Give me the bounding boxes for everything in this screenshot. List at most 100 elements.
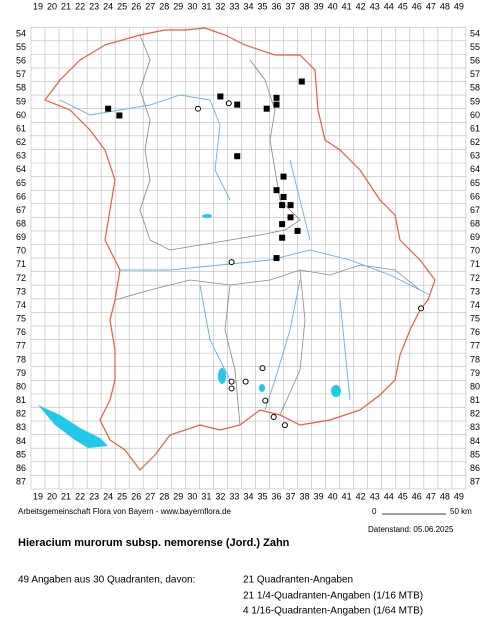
row-label: 61: [470, 123, 480, 133]
record-square: [273, 255, 280, 262]
row-label: 70: [470, 246, 480, 256]
row-label: 65: [16, 178, 26, 188]
detail: 21 1/4-Quadranten-Angaben (1/16 MTB): [243, 591, 423, 602]
row-label: 65: [470, 178, 480, 188]
detail: 4 1/16-Quadranten-Angaben (1/64 MTB): [243, 606, 423, 617]
record-square: [263, 105, 270, 112]
record-square: [298, 78, 305, 85]
record-circle: [228, 259, 235, 266]
column-label: 30: [187, 1, 197, 11]
record-square: [294, 227, 301, 234]
record-circle: [242, 378, 249, 385]
row-label: 67: [470, 205, 480, 215]
column-label: 44: [384, 491, 394, 501]
record-circle: [281, 422, 288, 429]
column-label: 23: [89, 1, 99, 11]
date: Datenstand: 05.06.2025: [368, 525, 454, 534]
row-label: 69: [16, 232, 26, 242]
row-label: 79: [470, 368, 480, 378]
record-square: [217, 93, 224, 100]
column-label: 33: [229, 491, 239, 501]
column-label: 28: [159, 491, 169, 501]
row-label: 67: [16, 205, 26, 215]
column-label: 21: [61, 1, 71, 11]
row-label: 86: [470, 463, 480, 473]
column-label: 22: [75, 491, 85, 501]
row-label: 58: [470, 83, 480, 93]
column-label: 36: [272, 1, 282, 11]
column-label: 34: [243, 491, 253, 501]
column-label: 20: [47, 1, 57, 11]
row-label: 71: [470, 259, 480, 269]
column-label: 39: [314, 491, 324, 501]
column-label: 41: [342, 1, 352, 11]
column-label: 40: [328, 491, 338, 501]
grid: 19 19 20 20 21 21 22 22 23 23 24 24 25 25 26 26 27 27 28 28…: [16, 1, 480, 501]
record-square: [105, 105, 112, 112]
column-label: 49: [454, 491, 464, 501]
column-label: 25: [117, 1, 127, 11]
record-square: [280, 173, 287, 180]
row-label: 61: [16, 123, 26, 133]
row-label: 73: [16, 286, 26, 296]
column-label: 31: [201, 1, 211, 11]
row-label: 85: [470, 449, 480, 459]
row-label: 79: [16, 368, 26, 378]
scale-start: 0: [372, 507, 377, 516]
column-label: 46: [412, 491, 422, 501]
row-label: 59: [16, 96, 26, 106]
column-label: 26: [131, 491, 141, 501]
row-label: 78: [470, 354, 480, 364]
column-label: 19: [33, 1, 43, 11]
column-label: 35: [257, 1, 267, 11]
column-label: 27: [145, 491, 155, 501]
lakes: [38, 214, 341, 448]
column-label: 19: [33, 491, 43, 501]
title: Hieracium murorum subsp. nemorense (Jord…: [18, 537, 290, 549]
row-label: 69: [470, 232, 480, 242]
column-label: 42: [356, 491, 366, 501]
summary: 49 Angaben aus 30 Quadranten, davon:: [18, 575, 195, 586]
column-label: 33: [229, 1, 239, 11]
record-circle: [228, 378, 235, 385]
row-label: 84: [16, 436, 26, 446]
row-label: 72: [16, 273, 26, 283]
record-circle: [262, 397, 269, 404]
row-label: 83: [16, 422, 26, 432]
row-label: 60: [470, 110, 480, 120]
record-square: [279, 221, 286, 228]
row-label: 62: [16, 137, 26, 147]
row-label: 57: [16, 69, 26, 79]
row-label: 76: [16, 327, 26, 337]
column-label: 23: [89, 491, 99, 501]
column-label: 28: [159, 1, 169, 11]
row-label: 54: [16, 28, 26, 38]
district-borders: [114, 34, 421, 426]
row-label: 64: [470, 164, 480, 174]
record-square: [280, 193, 287, 200]
column-label: 27: [145, 1, 155, 11]
row-label: 80: [470, 381, 480, 391]
row-label: 82: [470, 409, 480, 419]
column-label: 43: [370, 491, 380, 501]
column-label: 31: [201, 491, 211, 501]
row-label: 75: [470, 314, 480, 324]
row-label: 60: [16, 110, 26, 120]
record-square: [287, 214, 294, 221]
row-label: 82: [16, 409, 26, 419]
row-label: 63: [16, 151, 26, 161]
row-label: 64: [16, 164, 26, 174]
record-square: [273, 101, 280, 108]
row-label: 86: [16, 463, 26, 473]
record-circle: [418, 305, 425, 312]
record-circle: [194, 105, 201, 112]
column-label: 22: [75, 1, 85, 11]
markers: [105, 78, 425, 429]
row-label: 74: [470, 300, 480, 310]
column-label: 37: [286, 491, 296, 501]
row-label: 55: [16, 42, 26, 52]
row-label: 84: [470, 436, 480, 446]
row-label: 68: [16, 218, 26, 228]
record-square: [234, 153, 241, 160]
